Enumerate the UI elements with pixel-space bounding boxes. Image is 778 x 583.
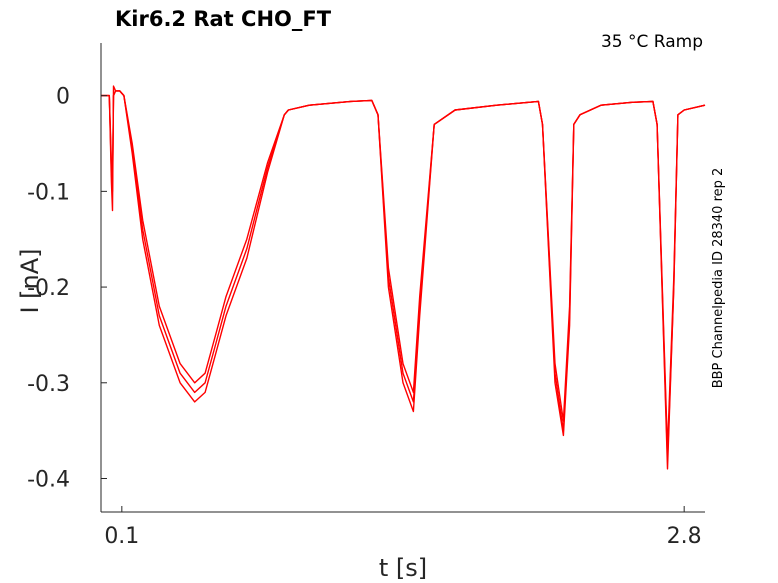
condition-annotation: 35 °C Ramp xyxy=(601,32,703,52)
y-axis-label: I [nA] xyxy=(16,248,44,313)
y-tick-label: 0 xyxy=(56,85,70,110)
channelpedia-id-label: BBP Channelpedia ID 28340 rep 2 xyxy=(711,168,726,389)
axes xyxy=(100,43,705,513)
y-tick-label: -0.3 xyxy=(27,372,70,397)
y-tick-label: -0.1 xyxy=(27,180,70,205)
y-tick-label: -0.2 xyxy=(27,276,70,301)
x-tick-label: 0.1 xyxy=(104,524,139,549)
tick-labels: 0 -0.1 -0.2 -0.3 -0.4 0.1 2.8 xyxy=(27,85,702,549)
current-trace-3 xyxy=(101,90,706,461)
chart-title: Kir6.2 Rat CHO_FT xyxy=(115,7,332,31)
plot-lines xyxy=(101,85,706,470)
x-axis-label: t [s] xyxy=(379,554,427,582)
y-tick-label: -0.4 xyxy=(27,468,70,493)
current-trace-2 xyxy=(101,90,706,451)
x-tick-label: 2.8 xyxy=(667,524,702,549)
current-trace-1 xyxy=(101,85,706,470)
